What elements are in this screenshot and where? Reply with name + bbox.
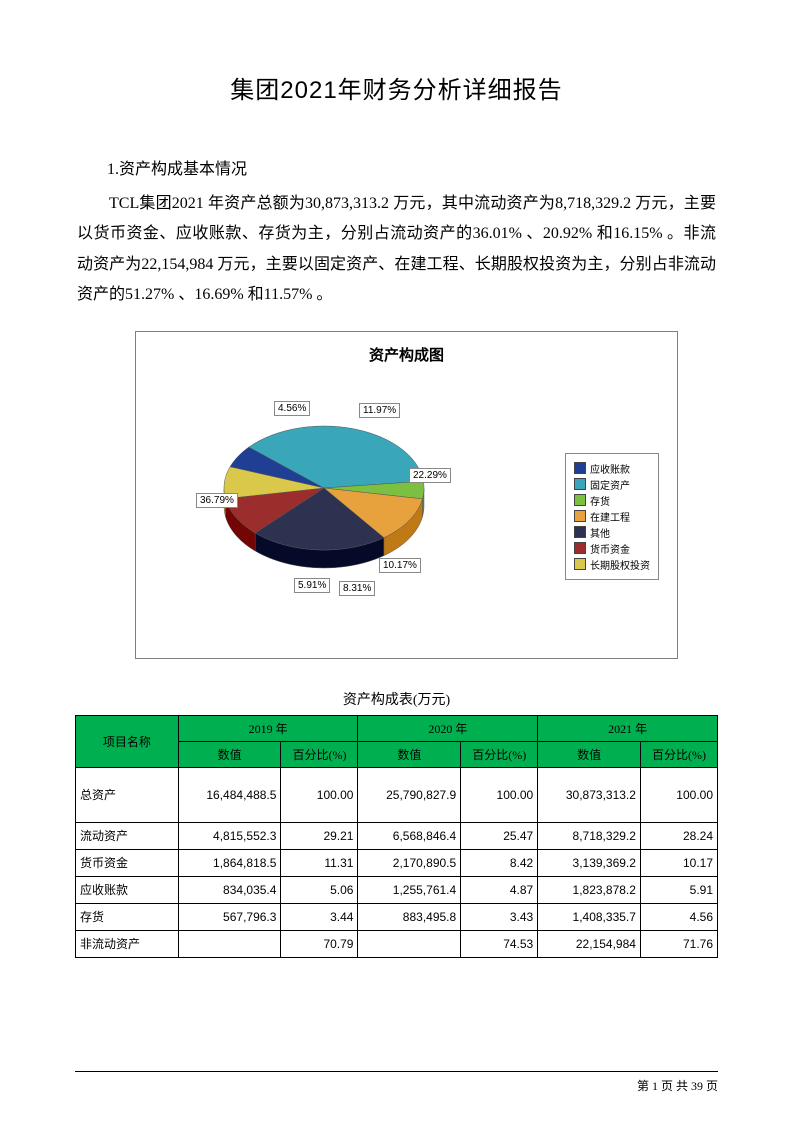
chart-legend: 应收账款固定资产存货在建工程其他货币资金长期股权投资 [565,453,659,580]
table-row: 货币资金1,864,818.511.312,170,890.58.423,139… [76,849,718,876]
table-row: 应收账款834,035.45.061,255,761.44.871,823,87… [76,876,718,903]
table-cell: 74.53 [461,930,538,957]
asset-table: 项目名称2019 年2020 年2021 年数值百分比(%)数值百分比(%)数值… [75,715,718,958]
pie-slice-label: 4.56% [274,401,310,416]
legend-swatch [574,510,586,522]
legend-label: 其他 [590,525,610,540]
table-cell: 1,864,818.5 [178,849,281,876]
table-cell: 1,255,761.4 [358,876,461,903]
table-cell: 883,495.8 [358,903,461,930]
table-cell-name: 存货 [76,903,179,930]
table-cell: 22,154,984 [538,930,641,957]
table-cell: 2,170,890.5 [358,849,461,876]
table-row: 流动资产4,815,552.329.216,568,846.425.478,71… [76,822,718,849]
footer-divider [75,1071,718,1072]
table-cell: 8.42 [461,849,538,876]
table-cell-name: 货币资金 [76,849,179,876]
table-cell: 1,408,335.7 [538,903,641,930]
legend-label: 在建工程 [590,509,630,524]
legend-item: 在建工程 [574,509,650,524]
table-cell: 5.06 [281,876,358,903]
legend-item: 货币资金 [574,541,650,556]
table-cell: 3.44 [281,903,358,930]
table-cell-name: 非流动资产 [76,930,179,957]
table-cell: 8,718,329.2 [538,822,641,849]
table-cell: 25.47 [461,822,538,849]
pie-slice-label: 36.79% [196,493,238,508]
legend-label: 存货 [590,493,610,508]
table-row: 存货567,796.33.44883,495.83.431,408,335.74… [76,903,718,930]
legend-item: 其他 [574,525,650,540]
body-paragraph: TCL集团2021 年资产总额为30,873,313.2 万元，其中流动资产为8… [77,189,716,311]
legend-swatch [574,526,586,538]
page-title: 集团2021年财务分析详细报告 [75,70,718,105]
legend-swatch [574,494,586,506]
pie-slice-label: 11.97% [359,403,400,418]
table-header: 2019 年 [178,715,358,741]
table-cell: 6,568,846.4 [358,822,461,849]
pie-slice-label: 10.17% [379,558,421,573]
table-cell-name: 流动资产 [76,822,179,849]
table-subheader: 数值 [358,741,461,767]
chart-inner: 应收账款固定资产存货在建工程其他货币资金长期股权投资 5.91% 36.79% 4.… [144,373,669,603]
legend-swatch [574,462,586,474]
table-cell: 100.00 [640,767,717,822]
page-footer: 第 1 页 共 39 页 [637,1077,718,1094]
table-cell: 4,815,552.3 [178,822,281,849]
legend-item: 应收账款 [574,461,650,476]
table-row: 总资产16,484,488.5100.0025,790,827.9100.003… [76,767,718,822]
table-cell: 4.56 [640,903,717,930]
table-subheader: 百分比(%) [281,741,358,767]
legend-label: 应收账款 [590,461,630,476]
table-cell: 4.87 [461,876,538,903]
table-cell: 834,035.4 [178,876,281,903]
chart-title: 资产构成图 [144,344,669,365]
table-cell: 3.43 [461,903,538,930]
pie-slice-label: 5.91% [294,578,330,593]
table-cell: 1,823,878.2 [538,876,641,903]
table-subheader: 百分比(%) [640,741,717,767]
pie-slice-label: 22.29% [409,468,451,483]
chart-container: 资产构成图 应收账款固定资产存货在建工程其他货币资金长期股权投资 5.91% 36… [135,331,678,659]
table-cell: 30,873,313.2 [538,767,641,822]
table-cell-name: 应收账款 [76,876,179,903]
table-cell: 70.79 [281,930,358,957]
pie-slice-label: 8.31% [339,581,375,596]
table-cell-name: 总资产 [76,767,179,822]
legend-item: 固定资产 [574,477,650,492]
table-row: 非流动资产 70.79 74.5322,154,98471.76 [76,930,718,957]
legend-item: 长期股权投资 [574,557,650,572]
legend-swatch [574,542,586,554]
legend-label: 固定资产 [590,477,630,492]
table-cell: 28.24 [640,822,717,849]
table-header: 2021 年 [538,715,718,741]
table-cell: 11.31 [281,849,358,876]
table-caption: 资产构成表(万元) [75,689,718,709]
section-heading: 1.资产构成基本情况 [75,155,718,179]
table-cell: 5.91 [640,876,717,903]
table-cell: 16,484,488.5 [178,767,281,822]
legend-item: 存货 [574,493,650,508]
table-cell [178,930,281,957]
table-cell: 71.76 [640,930,717,957]
page: 集团2021年财务分析详细报告 1.资产构成基本情况 TCL集团2021 年资产… [0,0,793,1122]
table-cell: 25,790,827.9 [358,767,461,822]
legend-swatch [574,478,586,490]
legend-swatch [574,558,586,570]
table-cell: 3,139,369.2 [538,849,641,876]
table-header: 2020 年 [358,715,538,741]
legend-label: 货币资金 [590,541,630,556]
table-cell: 10.17 [640,849,717,876]
table-cell: 100.00 [281,767,358,822]
table-cell: 567,796.3 [178,903,281,930]
table-subheader: 百分比(%) [461,741,538,767]
table-cell: 100.00 [461,767,538,822]
table-subheader: 数值 [178,741,281,767]
table-cell [358,930,461,957]
legend-label: 长期股权投资 [590,557,650,572]
table-header: 项目名称 [76,715,179,767]
table-subheader: 数值 [538,741,641,767]
table-cell: 29.21 [281,822,358,849]
